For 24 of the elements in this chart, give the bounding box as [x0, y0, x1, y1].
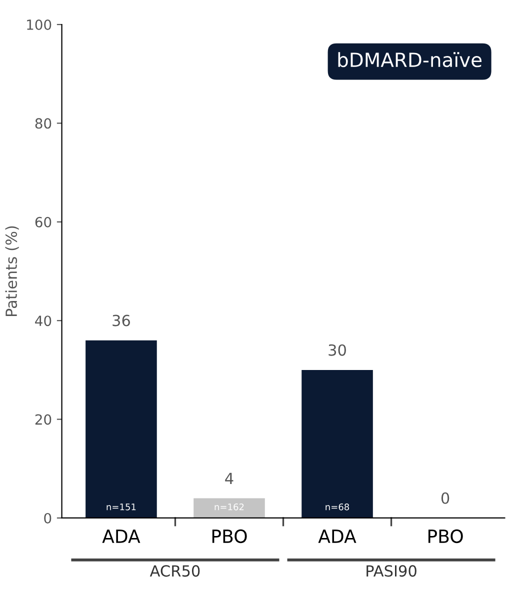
text: PASI90	[366, 565, 416, 577]
bar	[194, 498, 265, 518]
annotation: n=162	[214, 503, 244, 510]
y-tick-label: 60	[35, 216, 52, 228]
x-tick-label: PBO	[428, 529, 463, 544]
bar	[302, 370, 373, 518]
x-tick-label: ADA	[102, 530, 140, 543]
data-label: 30	[328, 344, 346, 356]
text: bDMARD-naïve	[338, 52, 482, 68]
x-tick-label: ADA	[318, 530, 356, 543]
annotation: n=68	[326, 503, 350, 510]
y-tick-label: 100	[27, 19, 52, 30]
data-label: 36	[112, 314, 130, 326]
bar	[86, 340, 157, 518]
x-tick-label: PBO	[212, 529, 247, 544]
y-tick-label: 40	[35, 316, 52, 326]
y-tick-label: 20	[35, 414, 52, 425]
text: ACR50	[150, 565, 200, 577]
data-label: 0	[441, 492, 450, 504]
data-label: 4	[225, 472, 234, 484]
y-tick-label: 80	[35, 118, 52, 129]
y-tick-label: 0	[44, 512, 52, 524]
annotation: n=151	[106, 504, 136, 510]
y-axis-title: Patients (%)	[5, 226, 19, 316]
